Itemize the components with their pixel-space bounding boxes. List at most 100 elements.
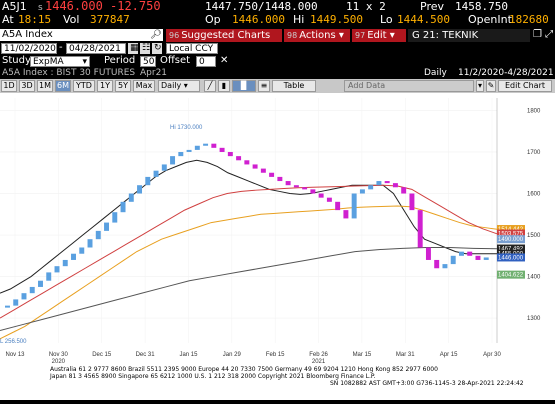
study-select[interactable]: ExpMA ▾ xyxy=(30,56,90,67)
start-date-field[interactable]: 11/02/2020 xyxy=(1,43,57,54)
period-1y[interactable]: 1Y xyxy=(97,80,113,92)
candle xyxy=(384,181,390,184)
frequency-select[interactable]: Daily ▾ xyxy=(158,80,200,92)
line-chart-icon[interactable]: ╱ xyxy=(204,80,216,92)
candle xyxy=(285,181,291,186)
high-label: Hi xyxy=(293,13,305,26)
net-change: -12.750 xyxy=(110,0,161,13)
last-price: 1446.000 xyxy=(45,0,103,13)
price-tag xyxy=(497,225,525,234)
chevron-down-icon: ▾ xyxy=(338,30,344,41)
add-data-input[interactable]: Add Data xyxy=(344,80,474,92)
y-tick-label: 1300 xyxy=(527,316,541,322)
y-tick-label: 1500 xyxy=(527,233,541,239)
bid-ask: 1447.750/1448.000 xyxy=(205,0,318,13)
command-input[interactable]: A5A Index xyxy=(0,29,163,41)
x-tick-label: Apr 15 xyxy=(440,352,458,358)
candle xyxy=(442,264,448,269)
table-button[interactable]: Table xyxy=(272,80,316,92)
calendar-icon[interactable]: ▦ xyxy=(128,43,139,54)
candle xyxy=(203,143,209,146)
study-value: ExpMA xyxy=(33,57,64,67)
year-label: 2021 xyxy=(312,359,326,365)
bar-chart-icon[interactable]: ▮ xyxy=(218,80,230,92)
candle xyxy=(310,189,316,194)
offset-label: Offset xyxy=(160,55,191,66)
period-field[interactable]: 50 xyxy=(140,56,156,67)
actions-button[interactable]: 98 Actions ▾ xyxy=(284,29,350,42)
pin-icon[interactable]: ▾ xyxy=(476,80,484,92)
refresh-icon[interactable]: ↻ xyxy=(152,43,162,54)
end-date-field[interactable]: 04/28/2021 xyxy=(66,43,126,54)
candle xyxy=(351,193,357,219)
candle xyxy=(335,201,341,211)
candle xyxy=(62,259,68,267)
period-6m[interactable]: 6M xyxy=(55,80,71,92)
candle xyxy=(392,183,398,188)
candle xyxy=(359,189,365,194)
candle xyxy=(38,280,43,287)
y-tick-label: 1700 xyxy=(527,150,541,156)
prev-label: Prev xyxy=(420,0,444,13)
suggested-charts-button[interactable]: 96 Suggested Charts xyxy=(166,29,282,42)
restore-icon[interactable]: ❐ xyxy=(533,29,542,40)
pencil-icon[interactable]: ✎ xyxy=(486,80,496,92)
candle-chart-icon[interactable]: ▉ xyxy=(232,80,256,92)
price-tags: 1514.4421503.5751490.0001467.4921455.000… xyxy=(497,225,525,279)
period-5y[interactable]: 5Y xyxy=(115,80,131,92)
chart-contract: Apr21 xyxy=(140,68,168,78)
candle xyxy=(13,299,19,306)
candle xyxy=(458,251,464,256)
vol-label: Vol xyxy=(63,13,80,26)
window-controls[interactable]: ❐ ⤢ xyxy=(533,29,553,41)
period-1m[interactable]: 1M xyxy=(37,80,53,92)
low-label: Lo xyxy=(380,13,393,26)
candle xyxy=(467,251,473,256)
candle xyxy=(244,160,250,165)
x-tick-label: Jan 29 xyxy=(223,352,242,358)
expand-icon[interactable]: ⤢ xyxy=(545,29,554,40)
candle xyxy=(211,143,217,148)
chevron-down-icon: ▾ xyxy=(389,30,395,41)
candle xyxy=(46,272,52,281)
close-icon[interactable]: ✕ xyxy=(220,55,229,66)
ma-series-line xyxy=(0,159,497,294)
candle xyxy=(5,305,10,308)
period-3d[interactable]: 3D xyxy=(19,80,35,92)
candle xyxy=(318,193,324,198)
calendar-picker-icon[interactable]: ☷ xyxy=(140,43,151,54)
open-label: Op xyxy=(205,13,221,26)
price-tag xyxy=(497,235,525,244)
actions-label: Actions xyxy=(299,30,336,41)
x-tick-label: Feb 15 xyxy=(266,352,285,358)
chevron-down-icon: ▾ xyxy=(183,81,188,90)
at-label: At xyxy=(2,13,14,26)
offset-field[interactable]: 0 xyxy=(196,56,216,67)
candle xyxy=(326,197,332,202)
search-icon[interactable]: 🔎︎ xyxy=(150,30,162,40)
y-tick-label: 1800 xyxy=(527,108,541,114)
period-max[interactable]: Max xyxy=(133,80,155,92)
x-tick-label: Nov 30 xyxy=(49,352,69,358)
edit-chart-button[interactable]: Edit Chart xyxy=(498,80,552,92)
period-label: Period xyxy=(104,55,136,66)
period-1d[interactable]: 1D xyxy=(1,80,17,92)
period-ytd[interactable]: YTD xyxy=(73,80,95,92)
year-label: 2020 xyxy=(52,359,66,365)
candle xyxy=(54,266,60,273)
chart-frequency: Daily xyxy=(424,68,447,78)
suggested-charts-label: Suggested Charts xyxy=(181,30,271,41)
edit-button[interactable]: 97 Edit ▾ xyxy=(352,29,406,42)
candle xyxy=(194,145,200,150)
price-tag-label: 1490.000 xyxy=(498,237,524,243)
candle xyxy=(293,185,299,188)
chevron-down-icon: ▾ xyxy=(169,55,174,65)
ma-series-line xyxy=(0,246,498,332)
currency-select[interactable]: Local CCY ▾ xyxy=(166,43,218,65)
chart-date-range: 11/2/2020-4/28/2021 xyxy=(458,68,554,78)
candle xyxy=(112,212,118,223)
candle xyxy=(104,222,110,231)
compare-icon[interactable]: ≡ xyxy=(258,80,270,92)
candle xyxy=(417,210,423,248)
last-prefix: s xyxy=(38,3,43,13)
